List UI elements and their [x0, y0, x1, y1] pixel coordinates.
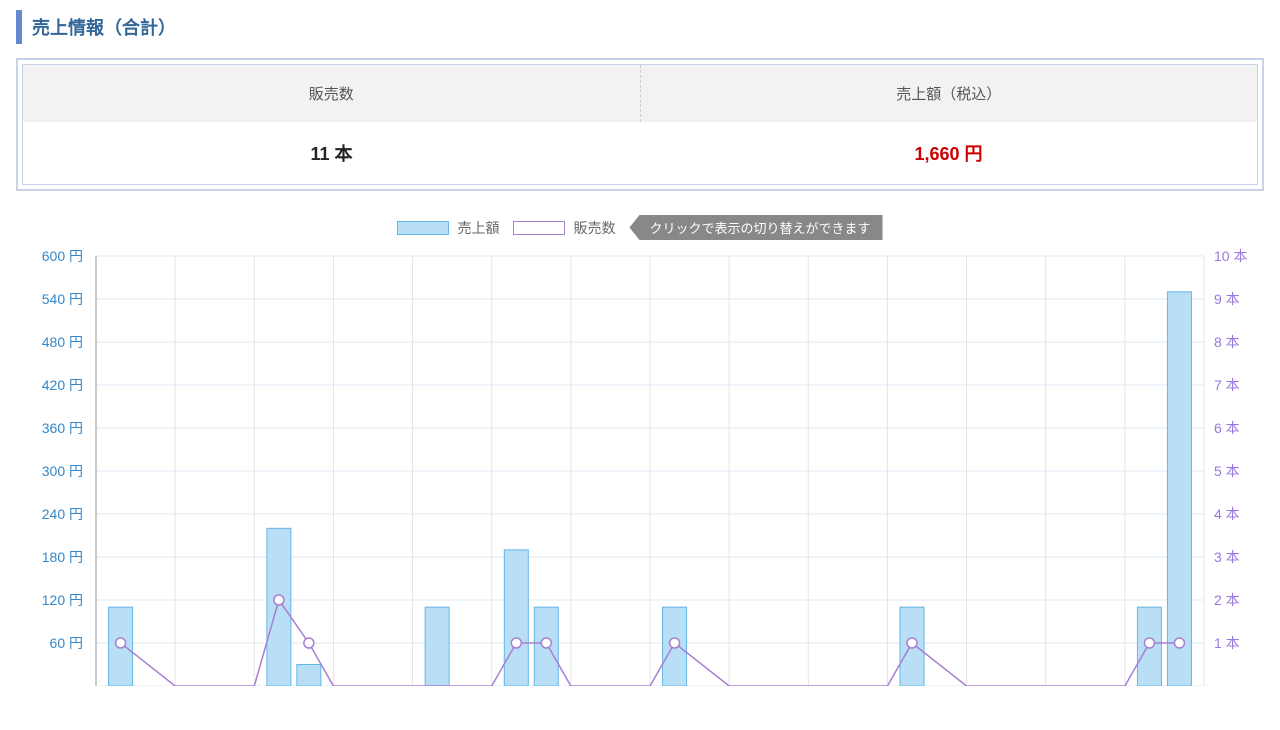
svg-text:5 本: 5 本: [1214, 463, 1240, 479]
svg-text:60 円: 60 円: [50, 635, 83, 651]
svg-text:4 本: 4 本: [1214, 506, 1240, 522]
svg-text:300 円: 300 円: [42, 463, 83, 479]
svg-text:3 本: 3 本: [1214, 549, 1240, 565]
legend-hint-badge: クリックで表示の切り替えができます: [629, 215, 882, 240]
legend-item-count[interactable]: 販売数: [513, 218, 615, 238]
value-sales-amount: 1,660 円: [640, 122, 1257, 184]
svg-text:420 円: 420 円: [42, 377, 83, 393]
svg-text:1 本: 1 本: [1214, 635, 1240, 651]
svg-text:480 円: 480 円: [42, 334, 83, 350]
sales-chart: 60 円 120 円 180 円 240 円 300 円 360 円 420 円 480 円 5…: [16, 246, 1264, 686]
svg-text:240 円: 240 円: [42, 506, 83, 522]
svg-text:600 円: 600 円: [42, 248, 83, 264]
value-sales-count: 11 本: [23, 122, 640, 184]
svg-text:540 円: 540 円: [42, 291, 83, 307]
svg-text:9 本: 9 本: [1214, 291, 1240, 307]
legend-item-amount[interactable]: 売上額: [397, 218, 499, 238]
svg-text:120 円: 120 円: [42, 592, 83, 608]
summary-body-row: 11 本 1,660 円: [23, 122, 1257, 184]
svg-text:7 本: 7 本: [1214, 377, 1240, 393]
section-title: 売上情報（合計）: [16, 10, 1264, 44]
chart-legend: 売上額 販売数 クリックで表示の切り替えができます: [0, 215, 1280, 240]
legend-label-count: 販売数: [573, 218, 615, 238]
svg-text:2 本: 2 本: [1214, 592, 1240, 608]
legend-label-amount: 売上額: [457, 218, 499, 238]
svg-text:10 本: 10 本: [1214, 248, 1247, 264]
svg-text:180 円: 180 円: [42, 549, 83, 565]
header-sales-amount: 売上額（税込）: [641, 65, 1258, 122]
svg-text:8 本: 8 本: [1214, 334, 1240, 350]
summary-table: 販売数 売上額（税込） 11 本 1,660 円: [16, 58, 1264, 191]
svg-text:6 本: 6 本: [1214, 420, 1240, 436]
summary-header-row: 販売数 売上額（税込）: [23, 65, 1257, 122]
legend-swatch-amount: [397, 221, 449, 235]
header-sales-count: 販売数: [23, 65, 641, 122]
svg-text:360 円: 360 円: [42, 420, 83, 436]
legend-swatch-count: [513, 221, 565, 235]
